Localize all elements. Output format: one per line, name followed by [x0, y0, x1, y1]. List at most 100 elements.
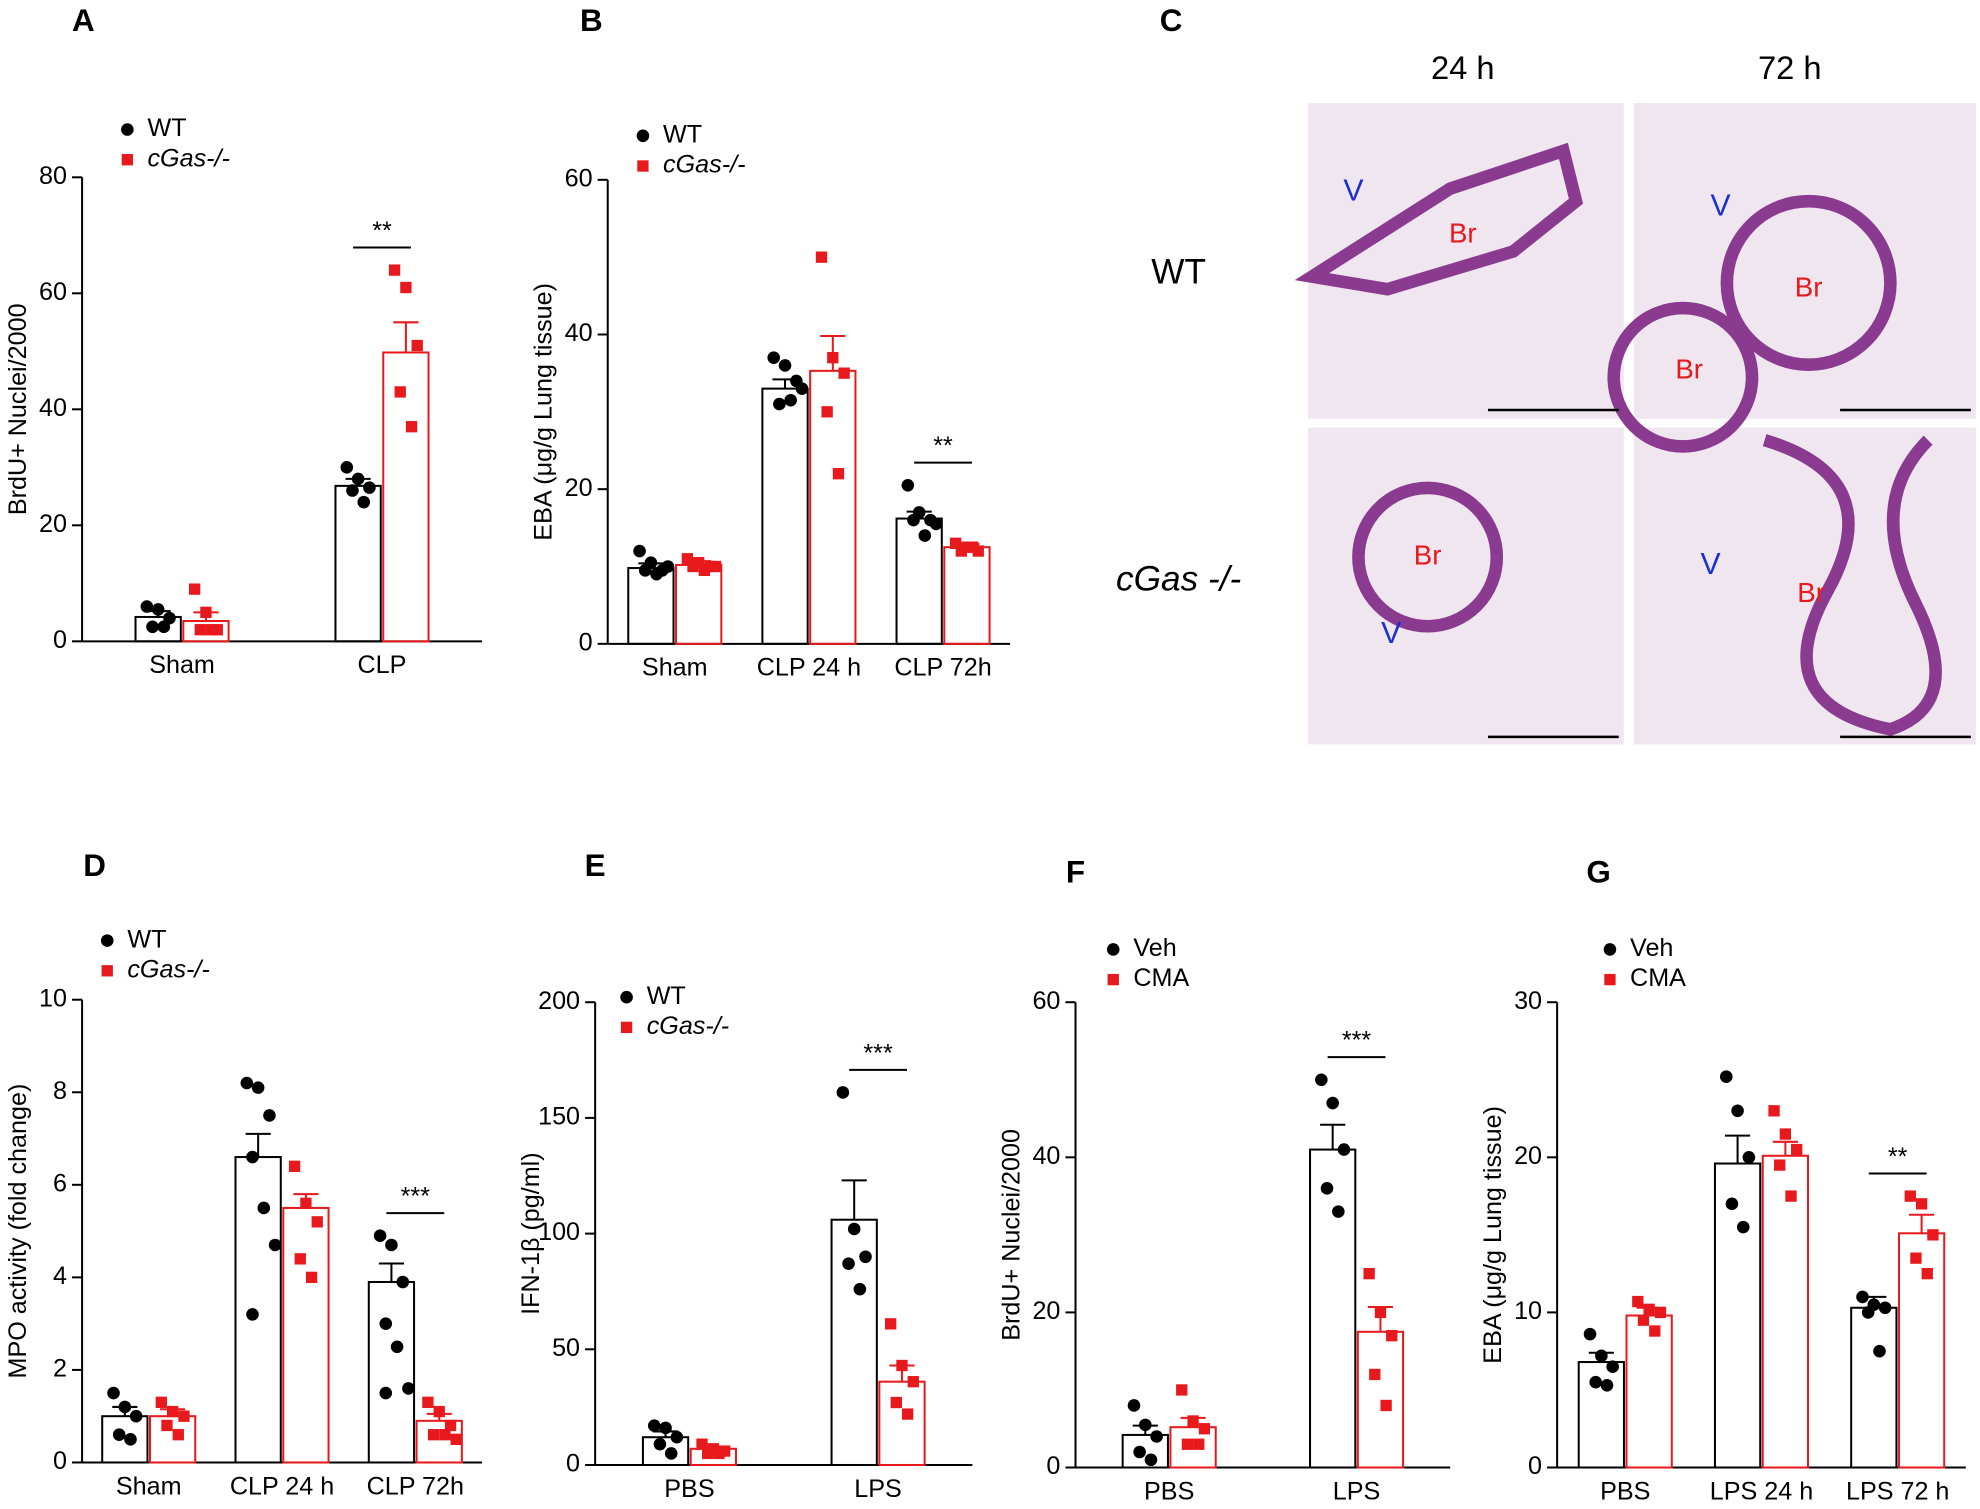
x-tick-label: PBS: [664, 1475, 714, 1503]
data-point: [311, 1216, 323, 1228]
data-point: [1856, 1290, 1869, 1304]
data-point: [650, 567, 663, 581]
data-point: [300, 1197, 312, 1209]
data-point: [702, 1447, 714, 1460]
data-point: [444, 1419, 457, 1432]
y-tick-label: 40: [1032, 1142, 1060, 1170]
data-point: [240, 1076, 254, 1090]
bar: [282, 1206, 330, 1464]
data-point: [1193, 1438, 1205, 1450]
bar: [878, 1380, 926, 1466]
bar: [1761, 1154, 1810, 1469]
data-point: [696, 1438, 708, 1450]
data-point: [385, 1238, 398, 1252]
data-point: [1606, 1360, 1619, 1373]
significance-label: **: [933, 432, 953, 460]
data-point: [698, 564, 710, 577]
data-point: [246, 1308, 259, 1321]
data-point: [390, 1340, 404, 1354]
data-point: [1139, 1418, 1152, 1432]
significance-label: ***: [863, 1039, 893, 1067]
data-point: [773, 397, 786, 411]
data-point: [1774, 1159, 1786, 1171]
y-tick-label: 20: [565, 474, 593, 502]
legend-label: WT: [647, 982, 686, 1010]
data-point: [709, 560, 722, 573]
data-point: [1133, 1445, 1146, 1459]
y-axis-label: IFN-1β (pg/ml): [517, 1152, 545, 1315]
legend-label: Veh: [1133, 934, 1176, 962]
data-point: [907, 1376, 919, 1388]
legend-label: WT: [147, 114, 186, 142]
y-tick-label: 0: [1046, 1452, 1060, 1480]
y-axis-label: BrdU+ Nuclei/2000: [4, 303, 32, 515]
data-point: [1320, 1182, 1334, 1195]
column-label: 72 h: [1758, 49, 1822, 86]
y-tick-label: 150: [538, 1103, 580, 1131]
bar: [134, 615, 182, 643]
data-point: [1927, 1229, 1939, 1241]
data-point: [767, 351, 780, 364]
y-tick-label: 0: [566, 1450, 580, 1478]
data-point: [1150, 1430, 1163, 1443]
y-tick-label: 40: [565, 319, 593, 347]
y-tick-label: 0: [53, 1447, 67, 1475]
bar: [1713, 1162, 1762, 1469]
data-point: [661, 560, 675, 573]
data-point: [896, 1359, 908, 1372]
x-tick-label: LPS: [1333, 1477, 1381, 1505]
panel-label: C: [1160, 3, 1183, 38]
row-label: WT: [1151, 252, 1206, 291]
bar: [675, 563, 723, 645]
data-point: [1363, 1267, 1375, 1280]
data-point: [890, 1396, 902, 1409]
data-point: [394, 386, 406, 398]
legend-label: CMA: [1630, 964, 1686, 992]
data-point: [351, 472, 365, 486]
data-point: [294, 1253, 306, 1265]
data-point: [1731, 1104, 1744, 1118]
bronchus-label: Br: [1414, 539, 1442, 570]
data-point: [1654, 1306, 1667, 1319]
legend-label: WT: [663, 120, 702, 148]
data-point: [1181, 1438, 1194, 1450]
data-point: [1583, 1327, 1597, 1341]
panel-label: G: [1586, 854, 1610, 889]
y-tick-label: 2: [53, 1355, 67, 1383]
bar: [943, 546, 991, 645]
vessel-label: V: [1381, 617, 1401, 650]
error-bar: [1772, 1140, 1798, 1156]
data-point: [1380, 1399, 1392, 1412]
x-tick-label: CLP: [358, 651, 407, 679]
data-point: [949, 537, 962, 549]
data-point: [1326, 1096, 1339, 1110]
bar: [1850, 1306, 1898, 1469]
data-point: [405, 421, 418, 433]
data-point: [1910, 1252, 1922, 1264]
data-point: [633, 544, 646, 558]
error-bar: [393, 321, 419, 353]
legend-marker: [620, 1021, 633, 1034]
legend-marker: [1106, 943, 1120, 956]
column-label: 24 h: [1431, 49, 1495, 86]
micrograph: [1633, 427, 1976, 745]
legend-marker: [1603, 943, 1617, 956]
y-axis-label: MPO activity (fold change): [4, 1084, 32, 1379]
micrograph: [1308, 427, 1624, 745]
data-point: [1878, 1301, 1892, 1315]
bar: [1625, 1314, 1673, 1469]
data-point: [172, 1429, 184, 1441]
bar: [367, 1280, 416, 1464]
data-point: [795, 382, 809, 395]
y-tick-label: 40: [39, 394, 67, 422]
data-point: [340, 461, 354, 474]
data-point: [1315, 1073, 1328, 1087]
data-point: [1742, 1151, 1756, 1164]
y-tick-label: 80: [39, 162, 67, 190]
legend-label: Veh: [1630, 934, 1673, 962]
data-point: [129, 1409, 143, 1423]
tissue-outline: [1294, 142, 1942, 736]
data-point: [379, 1386, 393, 1400]
